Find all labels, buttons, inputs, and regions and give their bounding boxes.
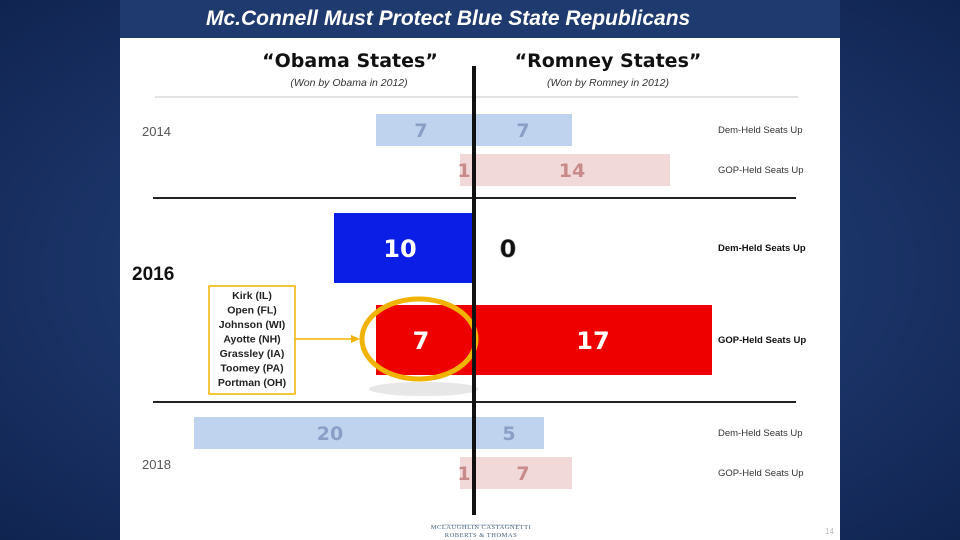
callout-list: Kirk (IL) Open (FL) Johnson (WI) Ayotte (NH… [218, 290, 286, 389]
col-sub-romney: (Won by Romney in 2012) [547, 77, 669, 89]
row-label-2014-dem: Dem-Held Seats Up [718, 125, 802, 136]
value-romney-2014-dem: 7 [516, 120, 529, 142]
bar-romney-2018-dem [474, 417, 544, 449]
row-label-2016-dem: Dem-Held Seats Up [718, 243, 806, 254]
row-label-2016-gop: GOP-Held Seats Up [718, 335, 806, 346]
bar-obama-2016-dem [334, 213, 474, 283]
value-obama-2016-gop: 7 [413, 327, 430, 355]
bar-obama-2016-gop [376, 305, 474, 375]
callout-box [208, 285, 296, 395]
footer-logo-line2: ROBERTS & THOMAS [445, 532, 518, 539]
row-label-2014-gop: GOP-Held Seats Up [718, 165, 804, 176]
slide: Mc.Connell Must Protect Blue State Repub… [120, 0, 840, 540]
footer-logo-line1: MCLAUGHLIN CASTAGNETTI [431, 524, 532, 531]
value-romney-2016-dem: 0 [500, 235, 517, 263]
year-label-2014: 2014 [142, 124, 171, 139]
callout-arrow-head [351, 335, 360, 343]
year-label-2018: 2018 [142, 457, 171, 472]
year-label-2016: 2016 [132, 264, 174, 285]
slide-title: Mc.Connell Must Protect Blue State Repub… [120, 0, 840, 38]
callout-item: Grassley (IA) [220, 348, 285, 360]
col-head-romney: “Romney States” [515, 50, 702, 72]
row-label-2018-dem: Dem-Held Seats Up [718, 428, 802, 439]
bar-romney-2014-gop [474, 154, 670, 186]
chart: “Obama States” (Won by Obama in 2012) “R… [132, 50, 835, 539]
callout-item: Johnson (WI) [219, 319, 286, 331]
value-obama-2014-dem: 7 [414, 120, 427, 142]
value-obama-2014-gop: 1 [457, 160, 470, 182]
value-obama-2018-gop: 1 [457, 463, 470, 485]
col-head-obama: “Obama States” [262, 50, 438, 72]
callout-item: Ayotte (NH) [223, 334, 280, 346]
value-romney-2018-dem: 5 [502, 423, 515, 445]
callout-item: Toomey (PA) [220, 363, 283, 375]
value-romney-2014-gop: 14 [559, 160, 585, 182]
callout-item: Kirk (IL) [232, 290, 272, 302]
bar-romney-2016-gop [474, 305, 712, 375]
bar-obama-2014-gop [460, 154, 474, 186]
highlight-shadow [369, 382, 479, 396]
bar-obama-2018-dem [194, 417, 474, 449]
value-romney-2018-gop: 7 [516, 463, 529, 485]
value-obama-2018-dem: 20 [317, 423, 343, 445]
value-romney-2016-gop: 17 [576, 327, 609, 355]
bar-romney-2014-dem [474, 114, 572, 146]
callout-item: Open (FL) [227, 305, 277, 317]
bar-romney-2018-gop [474, 457, 572, 489]
callout-item: Portman (OH) [218, 377, 286, 389]
page-number: 14 [825, 527, 834, 536]
row-label-2018-gop: GOP-Held Seats Up [718, 468, 804, 479]
bar-obama-2014-dem [376, 114, 474, 146]
col-sub-obama: (Won by Obama in 2012) [290, 77, 407, 89]
value-obama-2016-dem: 10 [383, 235, 416, 263]
bar-obama-2018-gop [460, 457, 474, 489]
